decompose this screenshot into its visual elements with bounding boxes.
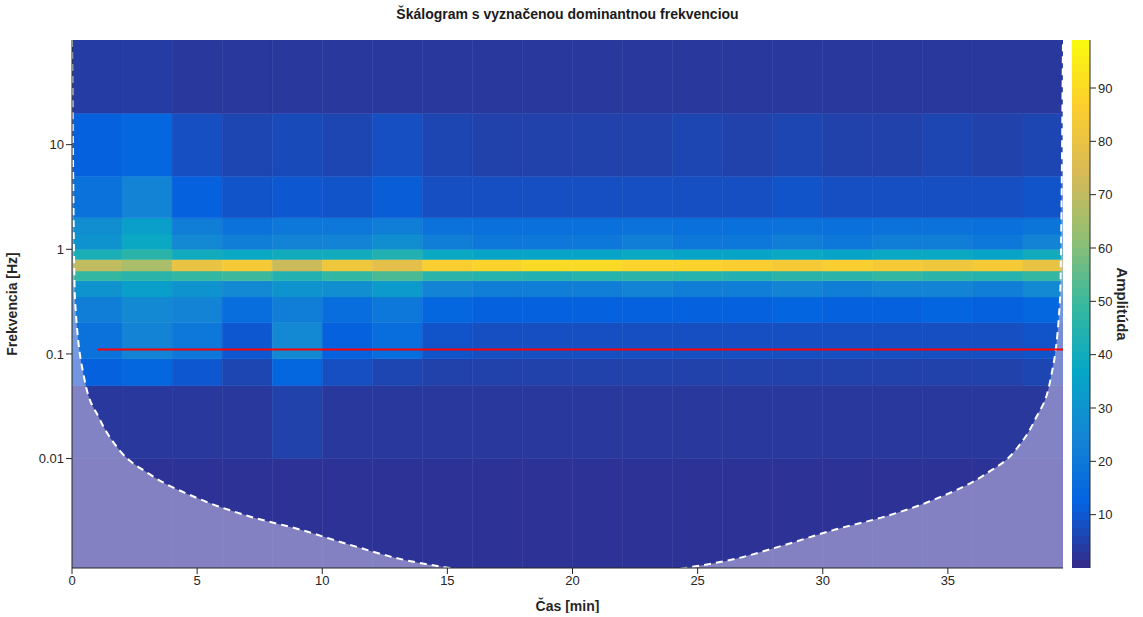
svg-text:15: 15 [440, 573, 454, 588]
svg-text:Amplitúda: Amplitúda [1114, 267, 1131, 341]
svg-text:80: 80 [1098, 134, 1112, 149]
svg-text:30: 30 [816, 573, 830, 588]
html-text:Škálogram s vyznačenou dominan: Škálogram s vyznačenou dominantnou frekv… [396, 6, 739, 22]
svg-text:Frekvencia [Hz]: Frekvencia [Hz] [4, 252, 20, 355]
svg-text:5: 5 [194, 573, 201, 588]
svg-text:0.01: 0.01 [39, 451, 64, 466]
svg-text:70: 70 [1098, 187, 1112, 202]
svg-text:50: 50 [1098, 294, 1112, 309]
svg-text:20: 20 [1098, 454, 1112, 469]
svg-text:40: 40 [1098, 347, 1112, 362]
svg-text:20: 20 [565, 573, 579, 588]
svg-text:10: 10 [1098, 507, 1112, 522]
svg-text:25: 25 [690, 573, 704, 588]
svg-text:0.1: 0.1 [46, 347, 64, 362]
svg-text:10: 10 [315, 573, 329, 588]
svg-text:10: 10 [50, 137, 64, 152]
svg-text:60: 60 [1098, 241, 1112, 256]
svg-text:Čas [min]: Čas [min] [536, 597, 600, 613]
svg-text:0: 0 [68, 573, 75, 588]
svg-text:35: 35 [941, 573, 955, 588]
svg-text:30: 30 [1098, 401, 1112, 416]
svg-text:1: 1 [57, 242, 64, 257]
svg-text:90: 90 [1098, 81, 1112, 96]
